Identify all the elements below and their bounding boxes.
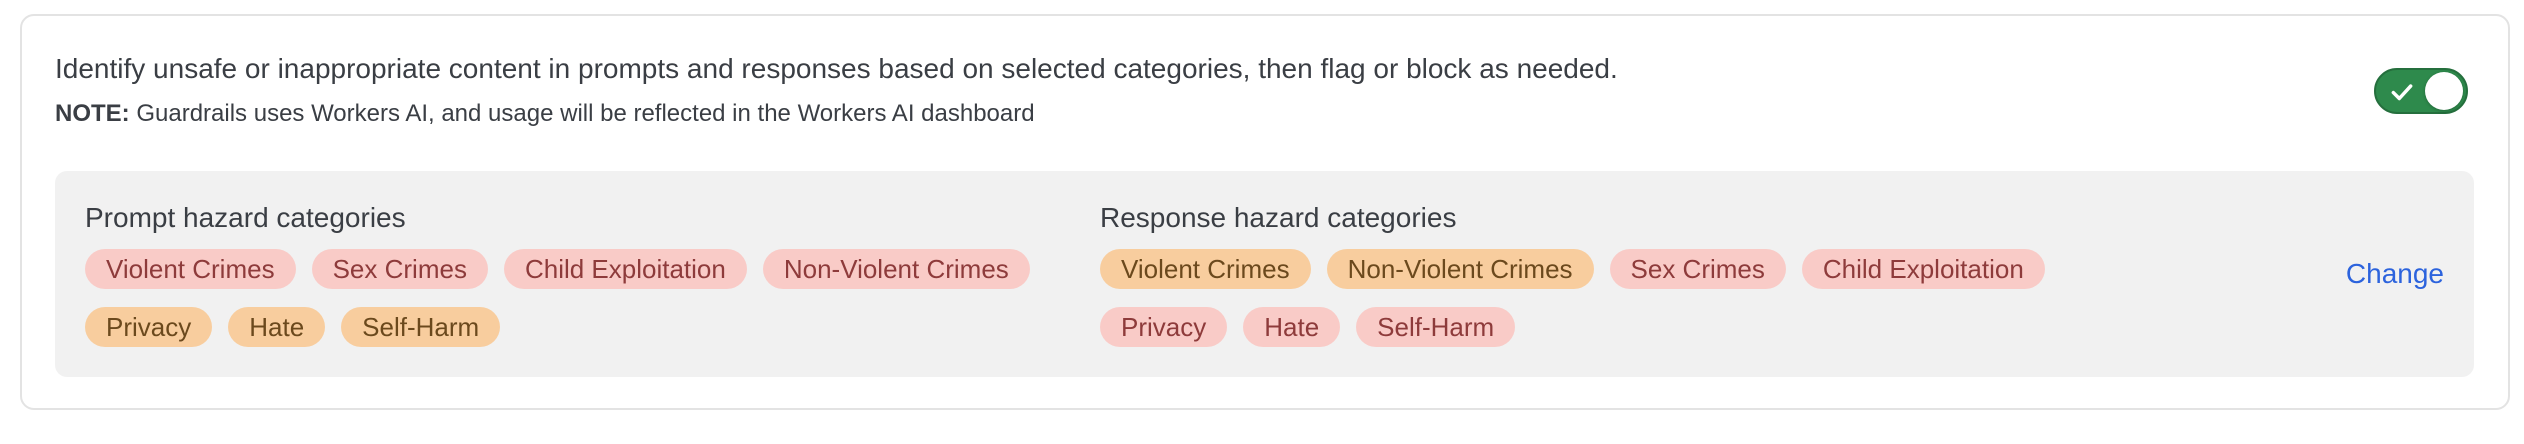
hazard-tag: Privacy [85,307,213,347]
hazard-tag: Violent Crimes [85,249,296,289]
note-text: Guardrails uses Workers AI, and usage wi… [136,100,1035,127]
toggle-knob[interactable] [2425,72,2463,110]
hazard-tag: Hate [228,307,326,347]
hazard-tag-row: Violent Crimes Non-Violent Crimes Sex Crim… [1100,249,2346,289]
prompt-hazard-column: Prompt hazard categories Violent Crimes S… [85,201,1100,347]
card-header: Identify unsafe or inappropriate content… [55,52,2474,129]
guardrails-settings-card: Identify unsafe or inappropriate content… [20,14,2510,410]
hazard-tag-row: Privacy Hate Self-Harm [85,307,1100,347]
prompt-hazard-title: Prompt hazard categories [85,202,406,233]
change-categories-link[interactable]: Change [2345,258,2444,289]
hazard-tag: Sex Crimes [1609,249,1786,289]
hazard-tag: Self-Harm [341,307,501,347]
hazard-tag: Privacy [1100,307,1228,347]
hazard-tag: Non-Violent Crimes [1326,249,1594,289]
hazard-tag-row: Privacy Hate Self-Harm [1100,307,2346,347]
hazard-tag: Self-Harm [1356,307,1516,347]
response-hazard-column: Response hazard categories Violent Crime… [1100,201,2346,347]
guardrails-description: Identify unsafe or inappropriate content… [55,53,1618,84]
hazard-tag: Non-Violent Crimes [762,249,1030,289]
hazard-tag: Violent Crimes [1100,249,1311,289]
hazard-tag: Child Exploitation [503,249,747,289]
workers-ai-note: NOTE: Guardrails uses Workers AI, and us… [55,99,2334,129]
hazard-tag: Hate [1243,307,1341,347]
response-hazard-tags: Violent Crimes Non-Violent Crimes Sex Crim… [1100,249,2346,347]
prompt-hazard-tags: Violent Crimes Sex Crimes Child Exploitati… [85,249,1100,347]
guardrails-enabled-toggle[interactable] [2374,68,2468,114]
hazard-categories-panel: Prompt hazard categories Violent Crimes S… [55,171,2474,377]
header-text-block: Identify unsafe or inappropriate content… [55,52,2334,129]
hazard-tag: Sex Crimes [311,249,488,289]
note-label: NOTE: [55,100,130,127]
hazard-tag: Child Exploitation [1801,249,2045,289]
response-hazard-title: Response hazard categories [1100,202,1457,233]
check-icon [2391,84,2413,101]
hazard-tag-row: Violent Crimes Sex Crimes Child Exploitati… [85,249,1100,289]
